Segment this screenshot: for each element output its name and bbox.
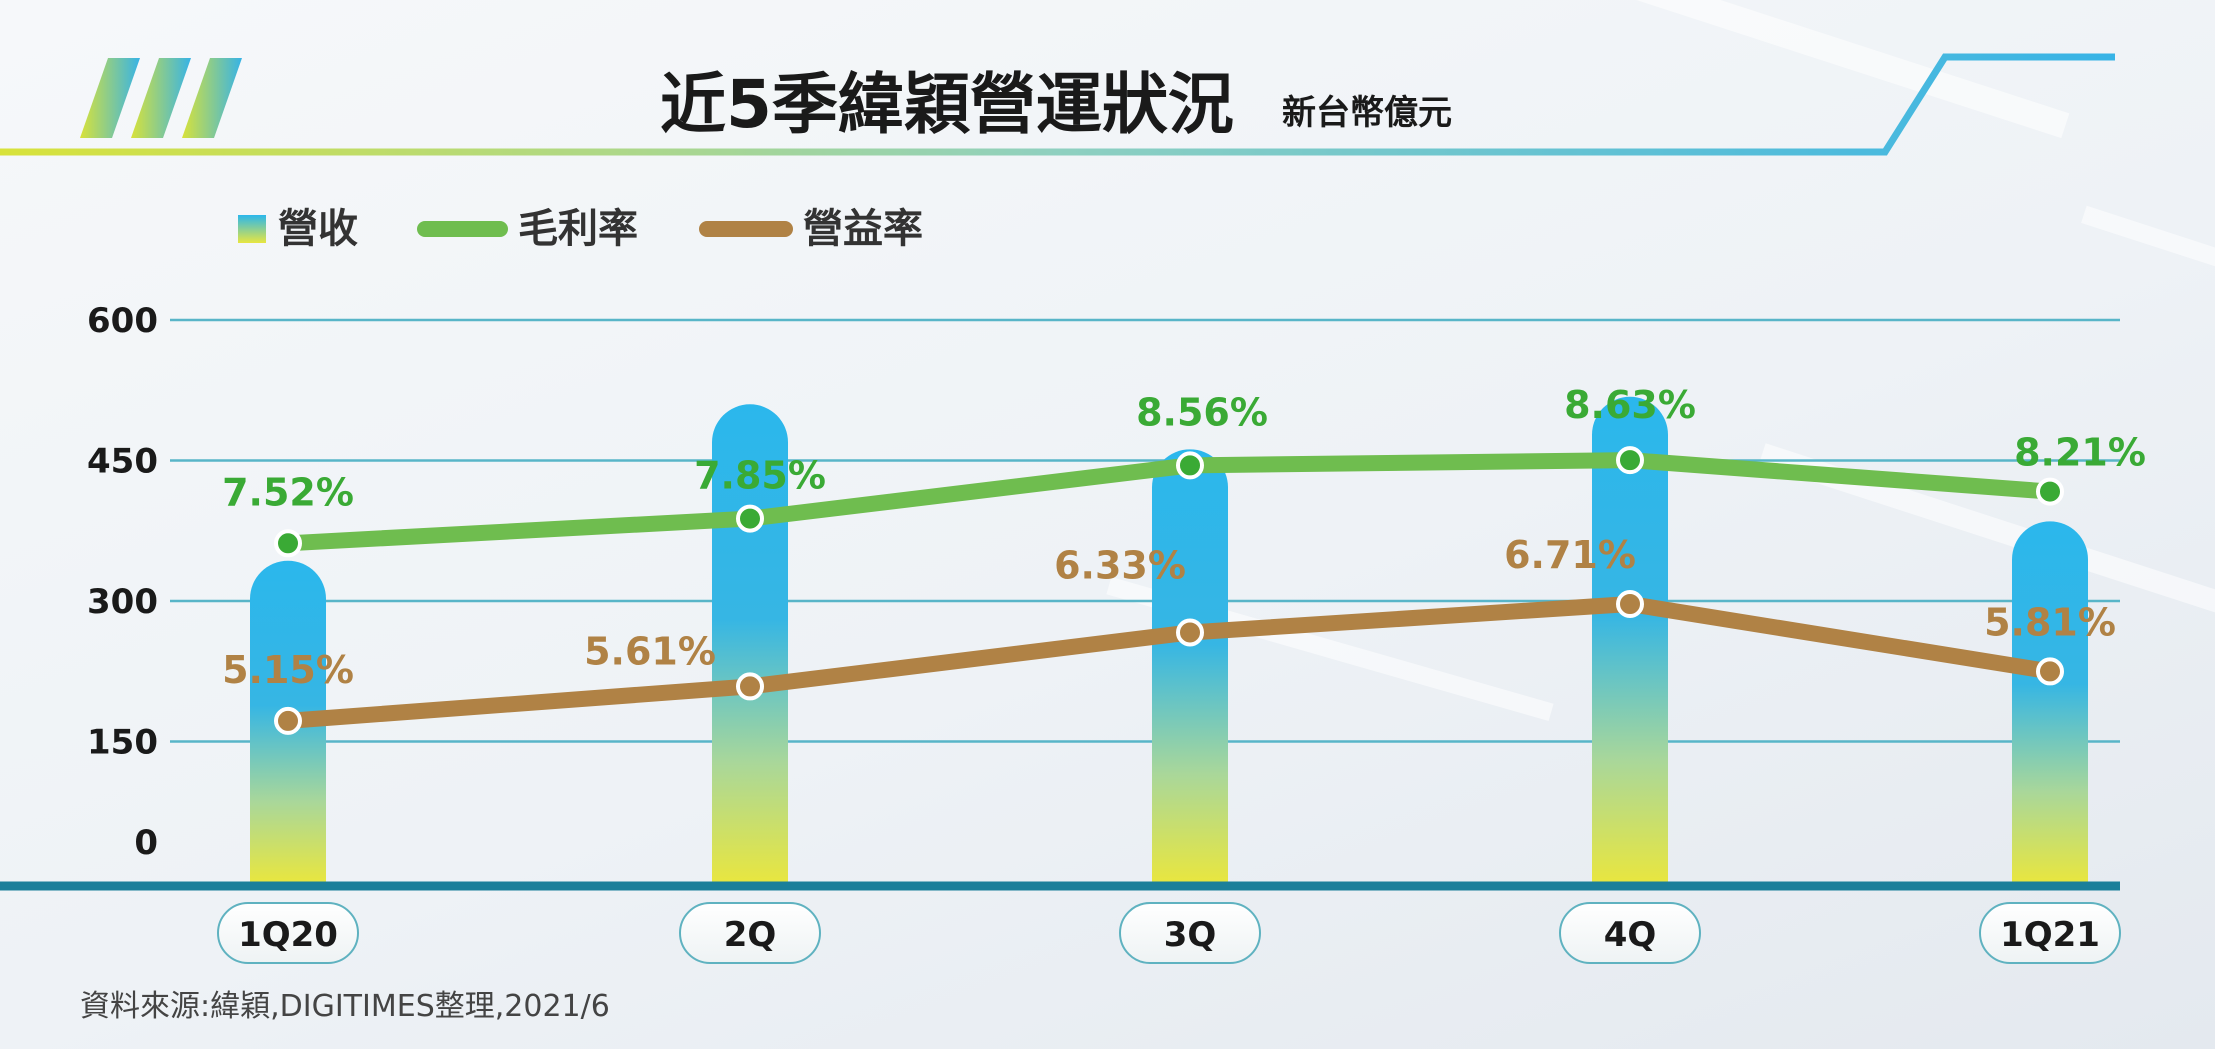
slash-decoration-1 bbox=[80, 58, 140, 138]
y-tick-label: 0 bbox=[134, 823, 158, 863]
gross-margin-data-label: 7.85% bbox=[694, 454, 826, 498]
gross-margin-point bbox=[2036, 477, 2064, 506]
category-pill bbox=[1559, 902, 1701, 964]
category-pill bbox=[679, 902, 821, 964]
axes: 0 150 300 450 600 1Q20 2Q 3Q 4Q 1Q21 bbox=[0, 301, 2121, 964]
slash-decoration-3 bbox=[182, 58, 242, 138]
data-labels: 7.52% 7.85% 8.56% 8.63% 8.21% 5.15% 5.61% 6.33%… bbox=[222, 383, 2146, 692]
source-note: 資料來源:緯穎,DIGITIMES整理,2021/6 bbox=[80, 989, 610, 1024]
operating-margin-data-label: 6.33% bbox=[1054, 543, 1186, 587]
gross-margin-data-label: 8.63% bbox=[1564, 383, 1696, 427]
margin-lines bbox=[274, 446, 2064, 735]
y-tick-label: 600 bbox=[87, 301, 158, 341]
x-tick-label: 1Q21 bbox=[2000, 915, 2100, 955]
operating-margin-point bbox=[2036, 657, 2064, 686]
legend: 營收 毛利率 營益率 bbox=[238, 206, 923, 252]
operating-margin-data-label: 6.71% bbox=[1504, 533, 1636, 577]
gross-margin-point bbox=[274, 529, 302, 558]
legend-label-gross-margin: 毛利率 bbox=[518, 206, 638, 252]
revenue-bar bbox=[2012, 521, 2088, 882]
x-tick-label: 4Q bbox=[1604, 915, 1657, 955]
revenue-bar bbox=[1592, 396, 1668, 882]
x-tick-label: 1Q20 bbox=[238, 915, 338, 955]
x-tick-label: 2Q bbox=[724, 915, 777, 955]
y-tick-label: 450 bbox=[87, 442, 158, 482]
y-tick-label: 150 bbox=[87, 723, 158, 763]
slash-decoration-2 bbox=[131, 58, 191, 138]
category-pill bbox=[1119, 902, 1261, 964]
category-pill bbox=[1979, 902, 2121, 964]
legend-swatch-revenue bbox=[238, 215, 266, 243]
gross-margin-data-label: 7.52% bbox=[222, 470, 354, 514]
header-rule bbox=[0, 53, 2115, 156]
operating-margin-point bbox=[274, 706, 302, 735]
operating-margin-data-label: 5.61% bbox=[584, 629, 716, 673]
gross-margin-point bbox=[736, 504, 764, 533]
grid bbox=[170, 318, 2120, 743]
legend-label-operating-margin: 營益率 bbox=[803, 206, 923, 252]
operating-margin-point bbox=[736, 672, 764, 701]
legend-label-revenue: 營收 bbox=[278, 206, 358, 252]
y-tick-label: 300 bbox=[87, 582, 158, 622]
gross-margin-data-label: 8.21% bbox=[2014, 431, 2146, 475]
category-pill bbox=[217, 902, 359, 964]
gross-margin-data-label: 8.56% bbox=[1136, 390, 1268, 434]
revenue-bar bbox=[1152, 449, 1228, 882]
operating-margin-point bbox=[1616, 589, 1644, 618]
operating-margin-point bbox=[1176, 618, 1204, 647]
gross-margin-point bbox=[1176, 451, 1204, 480]
gross-margin-point bbox=[1616, 446, 1644, 475]
chart-title: 近5季緯穎營運狀況 bbox=[660, 66, 1234, 143]
header-decoration bbox=[0, 53, 2115, 156]
x-tick-label: 3Q bbox=[1164, 915, 1217, 955]
chart-unit: 新台幣億元 bbox=[1282, 93, 1452, 133]
operating-margin-data-label: 5.15% bbox=[222, 648, 354, 692]
operating-margin-data-label: 5.81% bbox=[1984, 600, 2116, 644]
